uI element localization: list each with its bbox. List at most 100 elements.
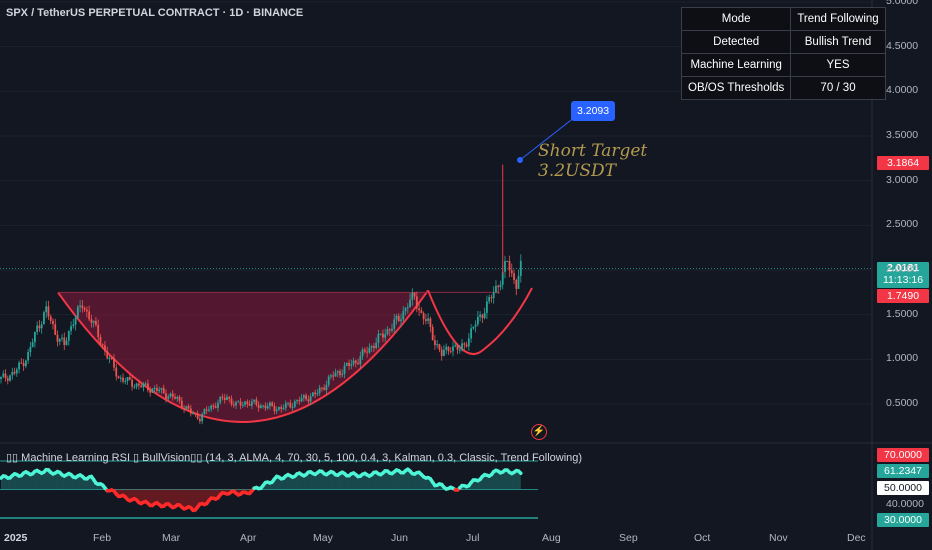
candle-body bbox=[384, 334, 387, 338]
candle bbox=[47, 300, 50, 320]
indicator-title[interactable]: ▯▯ Machine Learning RSI ▯ BullVision▯▯ (… bbox=[6, 452, 583, 464]
target-price-bubble[interactable]: 3.2093 bbox=[571, 101, 616, 121]
candle-body bbox=[122, 377, 124, 382]
symbol-header[interactable]: SPX / TetherUS PERPETUAL CONTRACT · 1D ·… bbox=[6, 7, 304, 19]
candle bbox=[58, 338, 61, 346]
rsi-fill bbox=[394, 470, 397, 490]
lightning-icon[interactable]: ⚡ bbox=[531, 424, 547, 440]
candle bbox=[429, 316, 432, 333]
candle-body bbox=[113, 358, 115, 368]
candle bbox=[368, 343, 371, 354]
candle-body bbox=[147, 383, 149, 391]
candle-body bbox=[212, 405, 215, 407]
candle bbox=[189, 404, 192, 417]
rsi-fill bbox=[14, 473, 17, 490]
candle-body bbox=[56, 334, 59, 342]
rsi-value-tag: 61.2347 bbox=[877, 464, 929, 478]
rsi-fill bbox=[41, 471, 44, 490]
candle bbox=[492, 286, 495, 304]
candle-body bbox=[409, 299, 411, 308]
candle-body bbox=[158, 389, 161, 391]
candle bbox=[388, 328, 391, 337]
rsi-fill bbox=[80, 474, 83, 490]
rsi-fill bbox=[299, 473, 302, 490]
rsi-fill bbox=[317, 471, 320, 490]
rsi-fill bbox=[486, 475, 490, 490]
rsi-fill bbox=[306, 472, 309, 490]
candle-body bbox=[429, 318, 432, 328]
candle bbox=[40, 321, 43, 334]
candle bbox=[2, 370, 5, 379]
candle-body bbox=[472, 326, 475, 329]
candle-body bbox=[24, 360, 27, 367]
candle bbox=[81, 300, 84, 313]
candle bbox=[221, 393, 224, 401]
candle bbox=[235, 400, 237, 410]
candle bbox=[63, 332, 66, 350]
candle-body bbox=[106, 351, 109, 359]
candle-body bbox=[467, 338, 470, 347]
candle bbox=[13, 367, 16, 376]
candle-body bbox=[183, 408, 185, 410]
candle-body bbox=[499, 284, 502, 288]
candle-body bbox=[293, 401, 296, 407]
candle bbox=[20, 358, 23, 364]
candle bbox=[248, 400, 251, 407]
candle bbox=[443, 344, 445, 357]
candle-body bbox=[341, 373, 344, 376]
candle bbox=[454, 342, 457, 348]
candle bbox=[474, 320, 477, 333]
candle-body bbox=[330, 375, 332, 377]
rsi-mid-tag: 50.0000 bbox=[877, 481, 929, 495]
candle-body bbox=[483, 312, 486, 319]
candle-body bbox=[273, 405, 276, 412]
candle bbox=[158, 386, 161, 393]
candle-body bbox=[117, 376, 120, 379]
rsi-fill bbox=[387, 471, 390, 490]
candle-body bbox=[373, 346, 375, 349]
candle-body bbox=[474, 324, 477, 327]
candle-body bbox=[34, 331, 36, 343]
candle-body bbox=[305, 395, 307, 400]
rsi-fill bbox=[373, 472, 377, 490]
candle-body bbox=[38, 325, 41, 329]
candle-body bbox=[463, 343, 466, 345]
rsi-fill bbox=[401, 472, 404, 490]
rsi-fill bbox=[321, 471, 325, 490]
rsi-fill bbox=[25, 471, 29, 490]
rsi-fill bbox=[511, 472, 515, 490]
candle bbox=[504, 255, 506, 279]
rsi-fill bbox=[181, 489, 185, 509]
rsi-fill bbox=[301, 474, 304, 490]
candle-body bbox=[269, 402, 271, 407]
rsi-fill bbox=[297, 473, 300, 490]
last-price-tag: 2.0181 11:13:16 bbox=[877, 262, 929, 288]
candle-body bbox=[257, 404, 260, 409]
candle-body bbox=[185, 406, 188, 410]
rsi-fill bbox=[73, 476, 76, 490]
candle-body bbox=[445, 346, 448, 350]
candle-body bbox=[47, 306, 50, 317]
rsi-fill bbox=[48, 469, 51, 490]
candle-body bbox=[458, 349, 461, 351]
candle-body bbox=[140, 385, 143, 388]
rsi-fill bbox=[310, 471, 313, 490]
rsi-fill bbox=[376, 472, 379, 490]
candle bbox=[284, 400, 287, 412]
rsi-fill bbox=[288, 474, 291, 490]
candle-body bbox=[221, 396, 224, 398]
candle-body bbox=[282, 408, 285, 410]
rsi-fill bbox=[330, 471, 334, 490]
rsi-fill bbox=[89, 476, 92, 490]
candle-body bbox=[196, 413, 199, 419]
candle-body bbox=[391, 328, 393, 331]
candle-body bbox=[210, 405, 213, 410]
candle bbox=[0, 376, 2, 384]
candle-body bbox=[424, 319, 427, 321]
candle-body bbox=[250, 401, 253, 406]
rsi-fill bbox=[405, 469, 408, 490]
rsi-fill bbox=[37, 470, 40, 490]
candle bbox=[361, 347, 364, 360]
candle-body bbox=[9, 375, 11, 381]
candle bbox=[56, 330, 59, 347]
